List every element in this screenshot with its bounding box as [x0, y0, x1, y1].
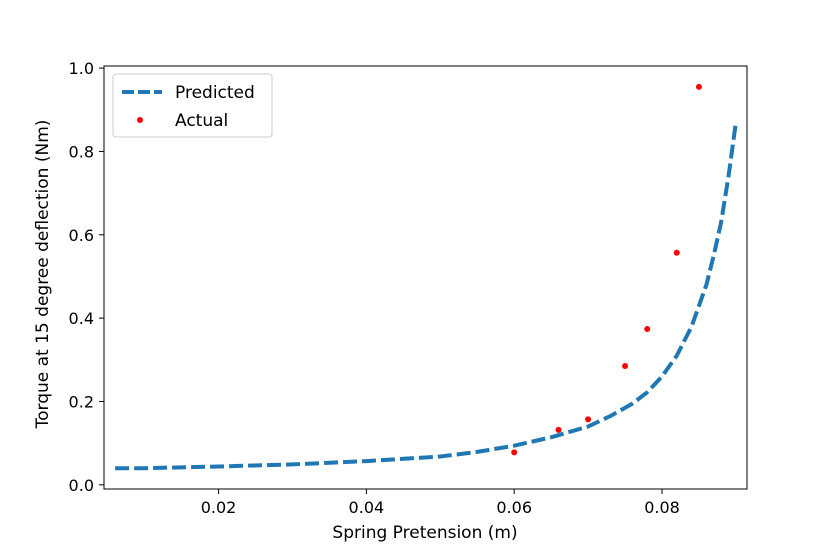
legend-box — [112, 73, 273, 138]
y-tick-label: 0.8 — [69, 142, 94, 161]
actual-point — [644, 325, 651, 332]
x-tick-label: 0.08 — [644, 498, 680, 517]
x-axis-label: Spring Pretension (m) — [332, 523, 517, 543]
y-tick-label: 0.0 — [69, 476, 94, 495]
legend-actual-label: Actual — [175, 111, 228, 131]
x-tick-label: 0.04 — [349, 498, 385, 517]
predicted-line — [115, 122, 738, 471]
legend: Predicted Actual — [112, 73, 273, 138]
x-tick-label: 0.02 — [201, 498, 237, 517]
x-tick-label: 0.06 — [496, 498, 532, 517]
x-axis-ticks: 0.02 0.04 0.06 0.08 — [201, 489, 680, 517]
actual-point — [673, 249, 680, 256]
actual-point — [695, 83, 702, 90]
actual-point — [585, 416, 592, 423]
y-tick-label: 1.0 — [69, 59, 94, 78]
actual-point — [622, 363, 629, 370]
series-layer — [115, 83, 738, 471]
y-tick-label: 0.2 — [69, 392, 94, 411]
y-tick-label: 0.6 — [69, 226, 94, 245]
y-axis-label: Torque at 15 degree deflection (Nm) — [33, 120, 53, 430]
actual-point — [555, 426, 562, 433]
y-axis-ticks: 0.0 0.2 0.4 0.6 0.8 1.0 — [69, 59, 104, 495]
actual-point — [511, 449, 518, 456]
legend-actual-swatch — [137, 117, 143, 123]
legend-predicted-label: Predicted — [175, 83, 255, 103]
y-tick-label: 0.4 — [69, 309, 94, 328]
